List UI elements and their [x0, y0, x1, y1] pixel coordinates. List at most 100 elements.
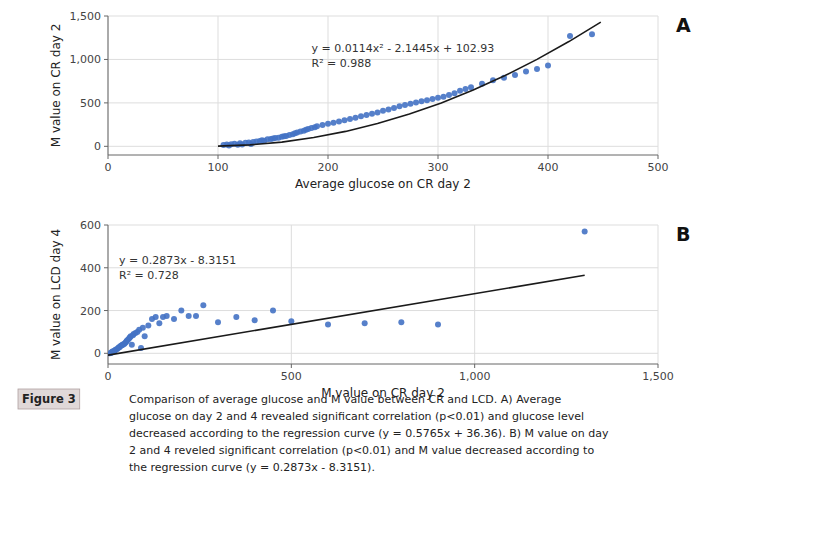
tick-label: 400 — [538, 161, 559, 174]
scatter-point — [342, 117, 348, 123]
scatter-point — [369, 111, 375, 117]
tick-label: 0 — [94, 140, 101, 153]
tick-label: 500 — [648, 161, 669, 174]
figure-label-box — [18, 389, 80, 409]
scatter-point — [325, 321, 331, 327]
scatter-point — [233, 314, 239, 320]
scatter-point — [129, 342, 135, 348]
panel-label: B — [676, 223, 690, 245]
scatter-point — [320, 122, 326, 128]
scatter-point — [331, 120, 337, 126]
tick-label: 600 — [80, 219, 101, 232]
tick-mark — [104, 59, 108, 60]
tick-mark — [474, 364, 475, 368]
scatter-point — [156, 320, 162, 326]
tick-label: 1,000 — [459, 370, 491, 383]
scatter-point — [145, 323, 151, 329]
scatter-point — [512, 72, 518, 78]
background — [0, 0, 833, 544]
scatter-point — [397, 103, 403, 109]
tick-label: 300 — [428, 161, 449, 174]
y-axis-line — [108, 225, 109, 364]
plot-area — [108, 16, 658, 155]
scatter-point — [463, 86, 469, 92]
tick-mark — [104, 146, 108, 147]
tick-label: 1,500 — [642, 370, 674, 383]
x-axis-line — [108, 364, 658, 365]
y-axis-line — [108, 16, 109, 155]
scatter-point — [457, 88, 463, 94]
tick-label: 200 — [318, 161, 339, 174]
scatter-point — [589, 31, 595, 37]
scatter-point — [186, 313, 192, 319]
grid-line — [548, 16, 549, 155]
tick-mark — [104, 267, 108, 268]
tick-mark — [328, 155, 329, 159]
scatter-point — [567, 33, 573, 39]
scatter-point — [347, 116, 353, 122]
y-axis-label: M value on LCD day 4 — [49, 229, 63, 360]
tick-mark — [658, 364, 659, 368]
scatter-point — [142, 333, 148, 339]
scatter-point — [435, 95, 441, 101]
scatter-point — [386, 106, 392, 112]
tick-mark — [104, 102, 108, 103]
tick-label: 0 — [105, 370, 112, 383]
scatter-point — [452, 90, 458, 96]
data-layer — [218, 22, 601, 148]
tick-mark — [218, 155, 219, 159]
tick-label: 0 — [94, 347, 101, 360]
scatter-point — [435, 321, 441, 327]
scatter-point — [353, 115, 359, 121]
scatter-point — [314, 123, 320, 129]
annotation: y = 0.2873x - 8.3151 — [119, 254, 236, 267]
tick-mark — [104, 310, 108, 311]
scatter-point — [325, 121, 331, 127]
tick-mark — [438, 155, 439, 159]
y-axis-label: M value on CR day 2 — [49, 24, 63, 148]
scatter-point — [358, 113, 364, 119]
panel: 05001,0001,5000200400600M value on CR da… — [49, 219, 690, 400]
scatter-point — [545, 63, 551, 69]
caption-line: glucose on day 2 and 4 revealed signific… — [129, 410, 584, 423]
grid-line — [438, 16, 439, 155]
grid-line — [108, 146, 658, 147]
scatter-point — [178, 308, 184, 314]
annotation: R² = 0.988 — [312, 57, 372, 70]
tick-mark — [548, 155, 549, 159]
tick-label: 1,500 — [70, 10, 102, 23]
scatter-point — [430, 96, 436, 102]
scatter-point — [534, 66, 540, 72]
grid-line — [291, 225, 292, 364]
fit-line — [218, 22, 601, 146]
panel: 010020030040050005001,0001,500Average gl… — [49, 10, 691, 191]
tick-label: 500 — [80, 97, 101, 110]
grid-line — [108, 267, 658, 268]
caption-line: the regression curve (y = 0.2873x - 8.31… — [129, 461, 375, 474]
tick-mark — [104, 16, 108, 17]
scatter-point — [336, 119, 342, 125]
scatter-point — [171, 316, 177, 322]
data-layer — [108, 228, 588, 356]
caption-line: decreased according to the regression cu… — [129, 427, 609, 440]
scatter-point — [413, 99, 419, 105]
grid-line — [108, 16, 658, 17]
scatter-point — [362, 320, 368, 326]
panel-label: A — [676, 14, 691, 36]
caption-line: 2 and 4 reveled significant correlation … — [129, 444, 594, 457]
caption: Comparison of average glucose and M valu… — [129, 393, 609, 474]
tick-mark — [108, 155, 109, 159]
scatter-point — [164, 313, 170, 319]
grid-line — [658, 16, 659, 155]
scatter-point — [582, 228, 588, 234]
scatter-point — [364, 112, 370, 118]
scatter-point — [391, 105, 397, 111]
plot-area — [108, 225, 658, 364]
grid-line — [108, 225, 658, 226]
grid-line — [108, 102, 658, 103]
annotation: y = 0.0114x² - 2.1445x + 102.93 — [312, 42, 495, 55]
scatter-point — [398, 319, 404, 325]
scatter-point — [408, 101, 414, 107]
tick-label: 400 — [80, 262, 101, 275]
tick-label: 100 — [208, 161, 229, 174]
